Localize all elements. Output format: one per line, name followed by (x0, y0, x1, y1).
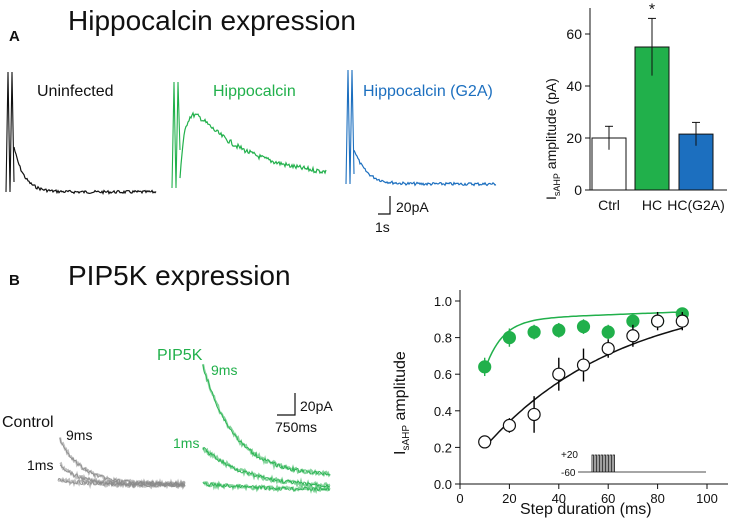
point-control (502, 418, 516, 433)
inset-top-label: +20 (561, 450, 578, 461)
protocol-inset: +20 -60 (561, 450, 706, 479)
scatter-ytick-label: 1.0 (434, 294, 452, 309)
inset-pulse (591, 454, 594, 472)
scatter-ytick-label: 0.2 (434, 440, 452, 455)
bar-xlabel-Ctrl: Ctrl (598, 197, 620, 213)
scale-bar-a-x: 1s (375, 219, 390, 235)
label-pip-1ms: 1ms (173, 435, 199, 451)
traces-panel-a (5, 69, 497, 195)
inset-pulse (594, 454, 597, 472)
bar-xlabel-HC: HC (642, 197, 662, 213)
point-control (576, 358, 591, 372)
scatter-xtick-label: 100 (696, 491, 718, 506)
bar-ytick-label: 40 (566, 78, 582, 94)
scatter-ylabel: IsAHP amplitude (392, 351, 412, 455)
point-control (552, 367, 566, 381)
bar-HC(G2A) (678, 133, 714, 191)
fit-curve-pip5k (483, 311, 683, 371)
scatter-ytick-label: 0.4 (434, 404, 452, 419)
trace-control-9ms (58, 437, 186, 488)
panel-b-letter: B (9, 272, 20, 289)
scale-bar-b-x: 750ms (275, 419, 317, 435)
bar-ytick-label: 0 (574, 182, 582, 198)
scale-bar-b: 20pA 750ms (275, 393, 333, 435)
point-pip5k (576, 320, 591, 334)
scatter-xtick-label: 40 (552, 491, 566, 506)
inset-pulse (606, 454, 609, 472)
point-control (675, 314, 689, 328)
scale-bar-a-y: 20pA (396, 199, 429, 215)
panel-a-letter: A (9, 28, 20, 45)
trace-label-g2a: Hippocalcin (G2A) (363, 83, 493, 100)
bar-ytick-label: 20 (566, 130, 582, 146)
bar-ylabel: IsAHP amplitude (pA) (543, 78, 562, 200)
scatter-ytick-label: 0.6 (434, 367, 452, 382)
inset-pulse (609, 454, 612, 472)
inset-pulse (597, 454, 600, 472)
scatter-xtick-label: 20 (502, 491, 516, 506)
traces-panel-b (57, 363, 331, 495)
inset-bottom-label: -60 (561, 468, 576, 479)
significance-star: * (649, 1, 655, 18)
trace-pip5k-9ms (201, 363, 331, 478)
label-ctrl-9ms: 9ms (66, 427, 92, 443)
scatter-xtick-label: 80 (650, 491, 664, 506)
trace-pip5k-1ms (201, 446, 331, 489)
inset-pulse (612, 454, 615, 472)
trace-label-uninfected: Uninfected (37, 83, 114, 100)
bar-ytick-label: 60 (566, 26, 582, 42)
panel-b-title: PIP5K expression (68, 260, 291, 291)
scatter-ytick-label: 0.0 (434, 477, 452, 492)
point-pip5k (502, 331, 516, 345)
scale-bar-a: 20pA 1s (375, 196, 429, 235)
point-control (650, 314, 665, 328)
scatter-xtick-label: 0 (456, 491, 463, 506)
point-control (601, 341, 615, 356)
trace-hippocalcin (171, 81, 327, 189)
point-control (626, 329, 640, 343)
panel-a-title: Hippocalcin expression (68, 5, 356, 36)
bar-chart: 0 20 40 60 * Ctrl HC HC(G2A) IsAHP amplitude … (543, 1, 727, 213)
scatter-chart: 0.00.20.40.60.81.0 0 20 40 60 80 100 +20 -60 … (392, 290, 728, 518)
scatter-xtick-label: 60 (601, 491, 615, 506)
point-control (478, 435, 492, 449)
label-pip5k: PIP5K (157, 347, 203, 364)
point-pip5k (478, 360, 492, 374)
inset-pulse (603, 454, 606, 472)
scatter-ytick-label: 0.8 (434, 331, 452, 346)
label-pip-9ms: 9ms (211, 362, 237, 378)
point-pip5k (552, 323, 566, 337)
label-ctrl-1ms: 1ms (27, 457, 53, 473)
point-control (527, 407, 541, 422)
inset-pulse (600, 454, 603, 472)
trace-label-hippocalcin: Hippocalcin (213, 83, 296, 100)
trace-uninfected (5, 71, 157, 195)
point-pip5k (601, 325, 615, 339)
scatter-xlabel: Step duration (ms) (520, 501, 652, 518)
trace-g2a (345, 69, 497, 187)
label-control: Control (2, 414, 54, 431)
bar-xlabel-HC(G2A): HC(G2A) (667, 197, 725, 213)
scale-bar-b-y: 20pA (300, 398, 333, 414)
point-pip5k (527, 325, 541, 339)
